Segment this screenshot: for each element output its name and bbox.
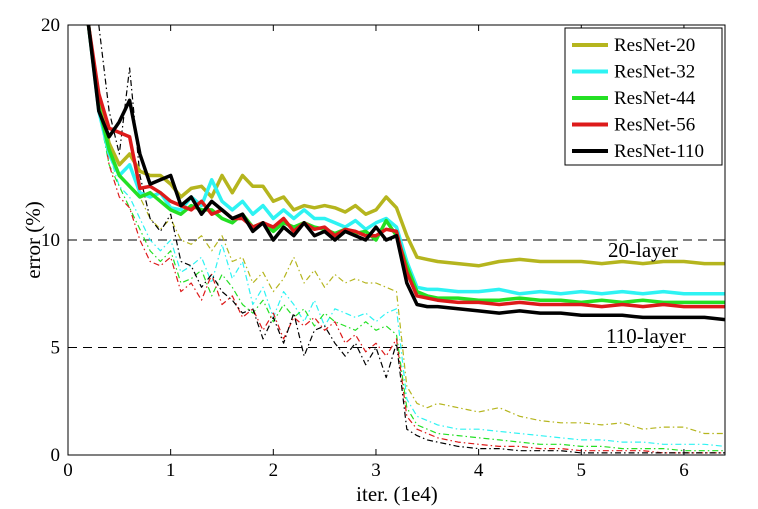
axis-ticks: 0 5 10 20 0 1 2 3 4 5 6 — [41, 15, 725, 481]
series-line-resnet-44-train — [98, 110, 725, 452]
legend: ResNet-20 ResNet-32 ResNet-44 ResNet-56 ResN… — [564, 27, 723, 166]
legend-label-resnet-44: ResNet-44 — [614, 88, 696, 109]
x-tick-label-5: 5 — [577, 460, 587, 481]
legend-entries: ResNet-20 ResNet-32 ResNet-44 ResNet-56 ResN… — [572, 35, 704, 162]
annotation-20-layer: 20-layer — [608, 238, 678, 262]
series-line-resnet-20 — [86, 24, 725, 268]
x-tick-label-6: 6 — [679, 460, 689, 481]
x-tick-label-0: 0 — [63, 460, 73, 481]
series-line-resnet-110-train — [98, 24, 725, 454]
legend-label-resnet-20: ResNet-20 — [614, 35, 695, 56]
series-line-resnet-56-train — [98, 100, 725, 454]
x-tick-label-3: 3 — [371, 460, 381, 481]
annotation-110-layer: 110-layer — [606, 324, 686, 348]
legend-label-resnet-56: ResNet-56 — [614, 115, 695, 136]
x-tick-label-1: 1 — [166, 460, 176, 481]
y-tick-label-0: 0 — [51, 445, 61, 466]
series-line-resnet-20-train — [98, 89, 725, 435]
legend-label-resnet-110: ResNet-110 — [614, 141, 704, 162]
train-error-curves — [98, 24, 726, 454]
x-tick-label-4: 4 — [474, 460, 484, 481]
y-tick-label-20: 20 — [41, 15, 60, 36]
y-tick-label-10: 10 — [41, 230, 60, 251]
test-error-curves — [86, 24, 726, 322]
series-line-resnet-32-train — [98, 100, 726, 447]
x-tick-label-2: 2 — [269, 460, 279, 481]
y-tick-label-5: 5 — [51, 338, 61, 359]
series-line-resnet-56 — [86, 24, 725, 309]
y-axis-label: error (%) — [21, 201, 45, 279]
x-axis-label: iter. (1e4) — [356, 482, 438, 506]
legend-label-resnet-32: ResNet-32 — [614, 62, 695, 83]
series-line-resnet-110 — [86, 24, 726, 322]
